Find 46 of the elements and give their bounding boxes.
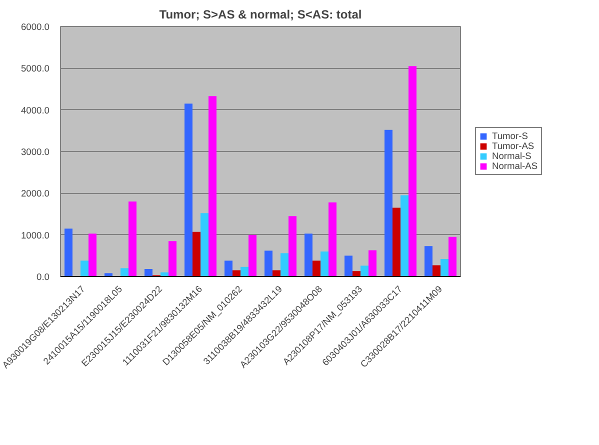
bar (368, 250, 376, 276)
bar (312, 260, 320, 276)
legend-label: Tumor-AS (492, 141, 534, 151)
bar (384, 130, 392, 276)
bar (328, 202, 336, 276)
bar (352, 271, 360, 276)
y-tick-label: 3000.0 (20, 147, 50, 157)
bar (424, 246, 432, 276)
y-tick-label: 4000.0 (20, 105, 50, 116)
bar (104, 273, 112, 276)
legend-label: Normal-AS (492, 161, 538, 171)
bar (248, 234, 256, 276)
bar (120, 268, 128, 276)
bar (360, 266, 368, 276)
bar (64, 228, 72, 276)
bar (240, 266, 248, 276)
legend-label: Normal-S (492, 151, 532, 161)
bar (344, 256, 352, 276)
y-tick-label: 1000.0 (20, 230, 50, 240)
bar (168, 241, 176, 276)
bar (224, 260, 232, 276)
y-tick-label: 5000.0 (20, 64, 50, 74)
bar (264, 250, 272, 276)
y-tick-label: 6000.0 (20, 22, 50, 32)
bar (144, 269, 152, 276)
y-tick-label: 2000.0 (20, 188, 50, 199)
bar (184, 104, 192, 276)
legend-label: Tumor-S (492, 131, 528, 141)
chart-title: Tumor; S>AS & normal; S<AS: total (159, 8, 362, 22)
bar (192, 232, 200, 276)
bar (80, 260, 88, 276)
bar (200, 213, 208, 276)
bar (128, 202, 136, 276)
bar (280, 253, 288, 276)
bar (400, 195, 408, 276)
bar (88, 234, 96, 276)
bar (432, 265, 440, 276)
bar (288, 216, 296, 276)
bar (208, 96, 216, 276)
y-tick-label: 0.0 (36, 272, 50, 282)
bar (320, 252, 328, 276)
bar (408, 66, 416, 276)
bar (448, 236, 456, 276)
bar (440, 259, 448, 276)
bar (392, 208, 400, 276)
bar (304, 234, 312, 276)
